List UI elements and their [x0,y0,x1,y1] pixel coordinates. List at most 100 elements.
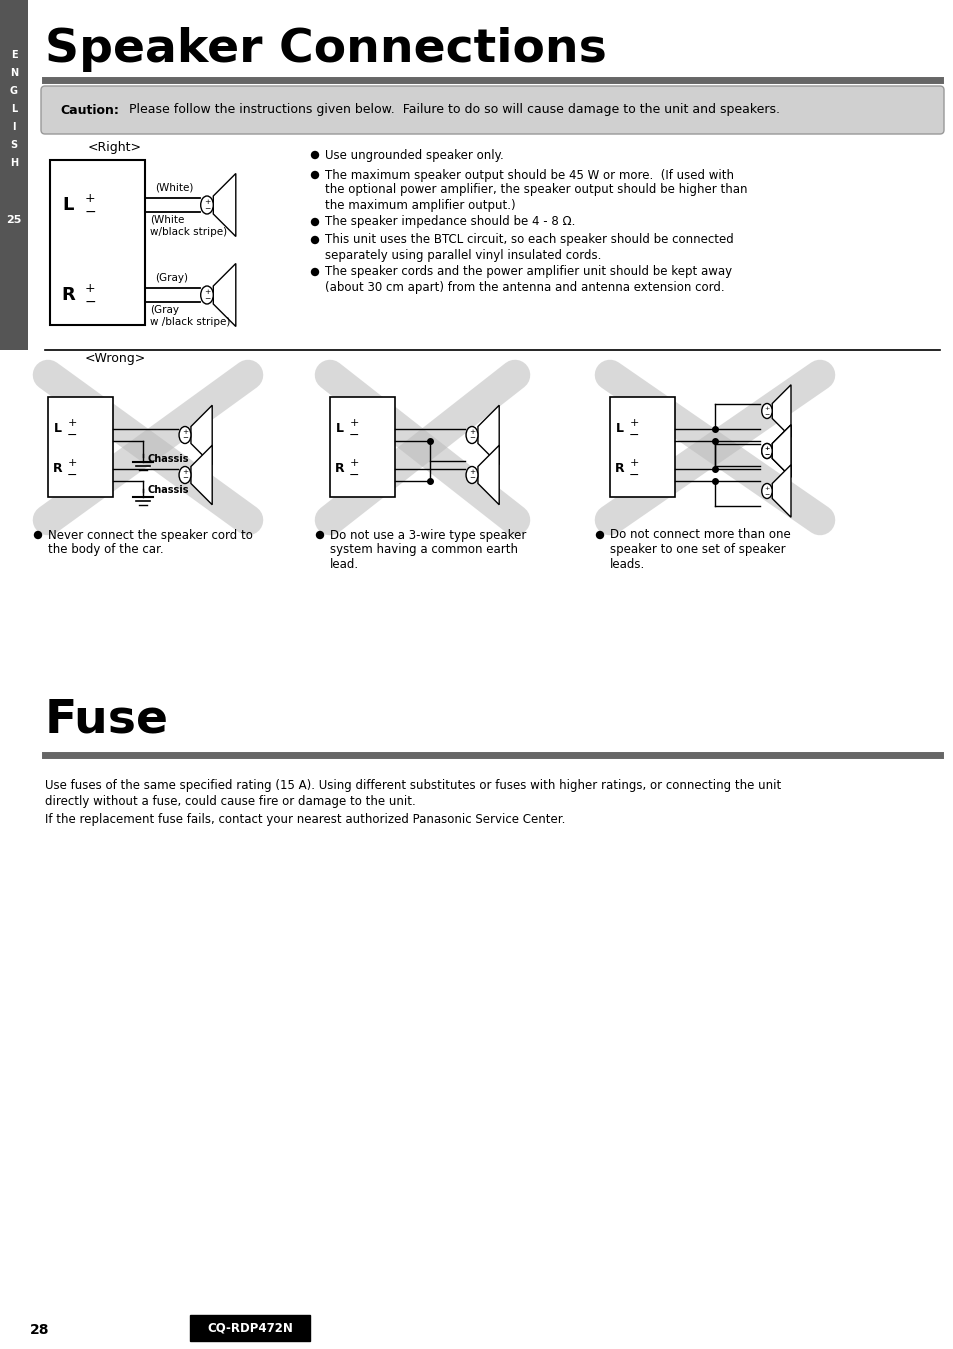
Text: the optional power amplifier, the speaker output should be higher than: the optional power amplifier, the speake… [325,183,747,197]
Text: +: + [349,418,358,428]
Text: −: − [349,468,359,482]
Text: the body of the car.: the body of the car. [48,544,164,557]
Ellipse shape [466,426,477,444]
Polygon shape [771,425,790,478]
Text: +: + [469,429,475,436]
Text: Chassis: Chassis [147,455,189,464]
Text: <Wrong>: <Wrong> [84,352,146,366]
Text: Please follow the instructions given below.  Failure to do so will cause damage : Please follow the instructions given bel… [125,104,780,116]
Text: −: − [182,475,188,482]
Text: −: − [763,411,769,417]
Polygon shape [771,425,790,478]
Text: R: R [335,463,344,475]
Text: 25: 25 [7,214,22,225]
Text: Use ungrounded speaker only.: Use ungrounded speaker only. [325,148,503,162]
Circle shape [316,532,323,538]
Text: +: + [763,406,769,411]
Text: The maximum speaker output should be 45 W or more.  (If used with: The maximum speaker output should be 45 … [325,169,733,182]
Text: (White): (White) [154,183,193,193]
Text: +: + [68,418,76,428]
Text: I: I [12,121,16,132]
Ellipse shape [466,467,477,483]
Text: −: − [84,295,95,309]
Bar [50,161,145,325]
Text: (White
w/black stripe): (White w/black stripe) [150,214,227,236]
Bar [0,0,28,349]
Text: Caution:: Caution: [60,104,119,116]
Text: Do not connect more than one: Do not connect more than one [609,529,790,541]
Text: directly without a fuse, could cause fire or damage to the unit.: directly without a fuse, could cause fir… [45,796,416,808]
Text: G: G [10,86,18,96]
Text: the maximum amplifier output.): the maximum amplifier output.) [325,198,515,212]
Circle shape [312,236,318,244]
Text: lead.: lead. [330,558,358,572]
Circle shape [312,171,318,178]
Text: +: + [204,200,210,205]
Ellipse shape [200,286,213,304]
Ellipse shape [179,426,191,444]
Text: +: + [469,469,475,475]
Ellipse shape [760,444,771,459]
Text: L: L [10,104,17,115]
Polygon shape [771,384,790,437]
Text: +: + [629,418,638,428]
Circle shape [596,532,603,538]
Polygon shape [477,445,498,505]
Text: N: N [10,67,18,78]
Text: +: + [68,459,76,468]
Text: R: R [61,286,74,304]
Bar [190,1315,310,1341]
Text: (about 30 cm apart) from the antenna and antenna extension cord.: (about 30 cm apart) from the antenna and… [325,281,724,294]
Text: −: − [67,429,77,441]
Text: The speaker cords and the power amplifier unit should be kept away: The speaker cords and the power amplifie… [325,266,731,278]
Text: +: + [763,447,769,452]
Ellipse shape [179,467,191,483]
Text: system having a common earth: system having a common earth [330,544,517,557]
Ellipse shape [760,483,771,499]
Text: −: − [763,452,769,456]
Ellipse shape [760,444,771,459]
Bar [330,397,395,496]
Text: leads.: leads. [609,558,644,572]
Polygon shape [191,445,212,505]
Text: CQ-RDP472N: CQ-RDP472N [207,1322,293,1334]
Text: −: − [182,436,188,441]
Text: H: H [10,158,18,169]
Bar [48,397,112,496]
Text: −: − [469,436,475,441]
Text: −: − [628,429,639,441]
Polygon shape [213,263,235,326]
Text: +: + [349,459,358,468]
Text: L: L [54,422,62,436]
Text: The speaker impedance should be 4 - 8 Ω.: The speaker impedance should be 4 - 8 Ω. [325,216,575,228]
Bar [609,397,675,496]
Polygon shape [213,174,235,236]
Text: −: − [204,205,210,212]
Text: −: − [763,491,769,496]
Circle shape [312,219,318,225]
Text: +: + [85,282,95,294]
Text: +: + [763,447,769,452]
Text: Chassis: Chassis [147,486,189,495]
Text: Never connect the speaker cord to: Never connect the speaker cord to [48,529,253,541]
Text: L: L [335,422,344,436]
Circle shape [312,268,318,275]
Text: S: S [10,140,17,150]
Text: Do not use a 3-wire type speaker: Do not use a 3-wire type speaker [330,529,526,541]
Polygon shape [771,465,790,517]
Text: This unit uses the BTCL circuit, so each speaker should be connected: This unit uses the BTCL circuit, so each… [325,233,733,247]
Text: Speaker Connections: Speaker Connections [45,27,606,73]
Text: R: R [615,463,624,475]
Polygon shape [191,405,212,465]
Text: −: − [763,452,769,456]
Text: Use fuses of the same specified rating (15 A). Using different substitutes or fu: Use fuses of the same specified rating (… [45,778,781,792]
Text: <Right>: <Right> [88,140,142,154]
Text: separately using parallel vinyl insulated cords.: separately using parallel vinyl insulate… [325,248,600,262]
Text: +: + [763,486,769,491]
Text: 28: 28 [30,1323,50,1337]
Polygon shape [477,405,498,465]
Text: Fuse: Fuse [45,697,169,742]
FancyBboxPatch shape [41,86,943,134]
Text: +: + [204,289,210,295]
Ellipse shape [200,196,213,214]
